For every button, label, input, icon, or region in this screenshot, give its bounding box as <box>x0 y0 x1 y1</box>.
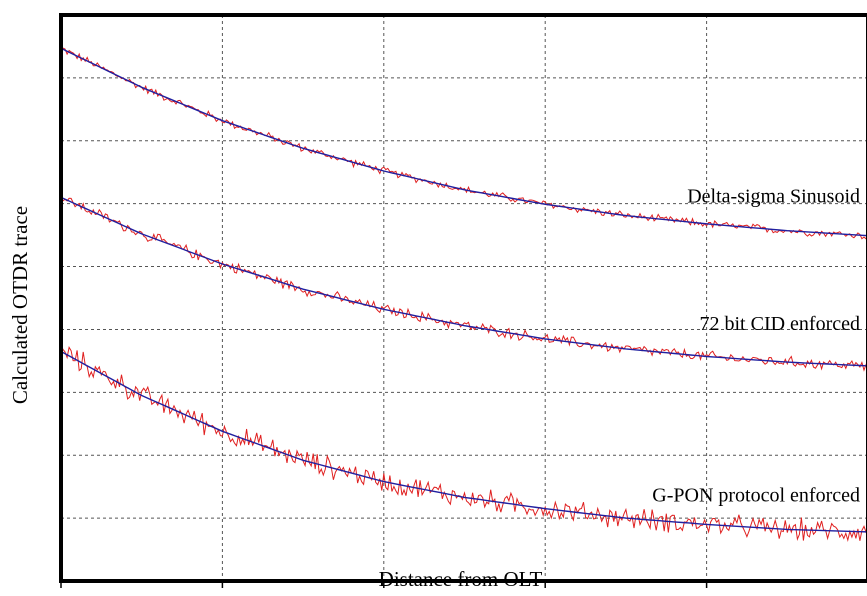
measured-trace <box>60 344 867 543</box>
fit-line <box>60 196 867 367</box>
series-label: Delta-sigma Sinusoid <box>687 186 860 208</box>
fit-line <box>60 47 867 237</box>
series-1 <box>60 196 867 372</box>
series-traces <box>60 47 867 543</box>
plot-frame <box>59 13 867 583</box>
grid-lines <box>61 15 867 581</box>
series-label: 72 bit CID enforced <box>699 313 860 335</box>
series-2 <box>60 344 867 543</box>
series-0 <box>60 47 867 240</box>
x-axis-label: Distance from OLT <box>379 567 543 591</box>
y-axis-label: Calculated OTDR trace <box>8 206 32 404</box>
series-labels: Delta-sigma Sinusoid 72 bit CID enforced G… <box>652 186 860 507</box>
measured-trace <box>60 47 867 240</box>
fit-line <box>60 350 867 533</box>
measured-trace <box>60 197 867 372</box>
series-label: G-PON protocol enforced <box>652 484 860 506</box>
